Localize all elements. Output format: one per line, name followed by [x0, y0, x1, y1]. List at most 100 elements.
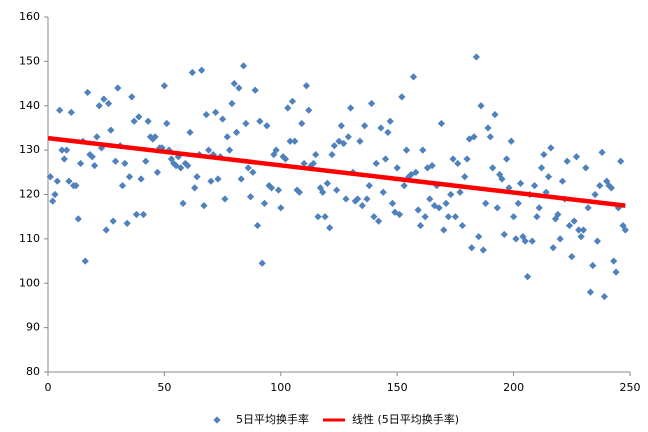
- point: [142, 157, 150, 165]
- point: [370, 213, 378, 221]
- legend-marker: [213, 416, 221, 424]
- point: [114, 84, 122, 92]
- point: [416, 221, 425, 230]
- point: [202, 111, 210, 119]
- point: [153, 168, 162, 176]
- point: [298, 119, 306, 128]
- point: [533, 213, 541, 221]
- point: [300, 159, 308, 168]
- trend-line: [47, 135, 626, 208]
- point: [330, 142, 338, 150]
- point: [486, 133, 494, 141]
- point: [477, 102, 485, 110]
- point: [51, 190, 59, 199]
- point: [251, 86, 259, 94]
- point: [472, 53, 480, 61]
- point: [584, 204, 592, 212]
- point: [235, 84, 243, 92]
- point: [530, 182, 539, 190]
- point: [95, 102, 103, 110]
- y-tick-label: 120: [19, 188, 40, 201]
- point: [412, 168, 420, 176]
- point: [363, 195, 371, 203]
- point: [421, 213, 429, 221]
- point: [56, 106, 64, 114]
- point: [60, 155, 68, 163]
- point: [500, 230, 508, 239]
- point: [312, 150, 320, 159]
- point: [302, 82, 311, 90]
- point: [83, 88, 92, 97]
- point: [617, 157, 625, 165]
- point: [572, 153, 581, 161]
- point: [258, 259, 266, 267]
- point: [554, 210, 562, 219]
- point: [568, 253, 576, 261]
- point: [563, 157, 571, 165]
- point: [447, 190, 455, 199]
- point: [221, 195, 229, 203]
- point: [49, 197, 57, 205]
- point: [160, 82, 168, 90]
- point: [598, 148, 606, 156]
- y-tick-label: 90: [26, 321, 40, 334]
- point: [118, 182, 127, 190]
- point: [596, 182, 604, 190]
- point: [535, 204, 543, 212]
- point: [281, 155, 290, 163]
- point: [449, 155, 457, 163]
- point: [586, 288, 595, 296]
- point: [579, 226, 588, 234]
- point: [428, 162, 436, 170]
- point: [470, 133, 478, 141]
- point: [400, 182, 408, 190]
- point: [321, 213, 329, 221]
- point: [256, 117, 264, 125]
- legend-label: 5日平均换手率: [236, 412, 309, 426]
- point: [468, 244, 476, 252]
- point: [479, 246, 487, 254]
- point: [544, 173, 553, 181]
- point: [475, 233, 483, 241]
- point: [267, 184, 276, 192]
- point: [139, 210, 148, 219]
- point: [344, 133, 352, 141]
- point: [246, 193, 255, 201]
- point: [419, 146, 427, 154]
- point: [374, 217, 383, 225]
- point: [207, 177, 215, 185]
- point: [228, 99, 236, 108]
- point: [398, 93, 406, 101]
- x-tick-label: 150: [387, 381, 408, 394]
- point: [405, 173, 413, 181]
- point: [253, 221, 262, 230]
- point: [393, 164, 401, 172]
- point: [347, 104, 355, 112]
- point: [65, 177, 73, 185]
- point: [314, 213, 322, 221]
- point: [319, 188, 327, 196]
- point: [177, 164, 185, 172]
- point: [137, 175, 145, 183]
- point: [132, 210, 141, 219]
- point: [100, 95, 108, 103]
- point: [512, 235, 520, 243]
- point: [239, 62, 248, 70]
- point: [128, 93, 136, 101]
- point: [198, 66, 206, 74]
- point: [575, 226, 583, 234]
- point: [519, 233, 527, 241]
- point: [163, 119, 171, 128]
- point: [454, 159, 462, 168]
- point: [104, 99, 113, 108]
- point: [316, 184, 324, 192]
- point: [193, 173, 201, 181]
- point: [423, 164, 432, 172]
- point: [323, 179, 331, 188]
- point: [291, 137, 299, 145]
- point: [284, 104, 292, 112]
- y-tick-label: 100: [19, 276, 40, 289]
- point: [367, 99, 376, 108]
- point: [456, 188, 464, 196]
- point: [230, 79, 238, 88]
